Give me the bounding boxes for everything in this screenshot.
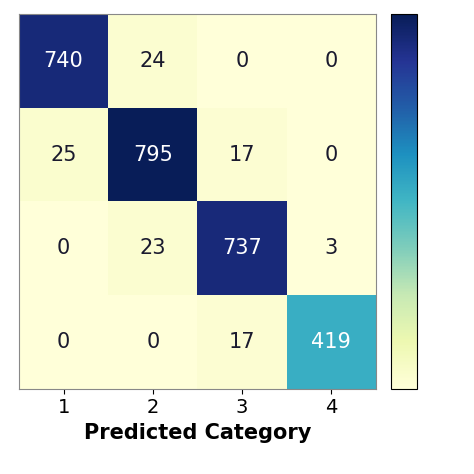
Text: 0: 0 <box>236 51 249 71</box>
X-axis label: Predicted Category: Predicted Category <box>84 423 311 443</box>
Text: 0: 0 <box>325 51 338 71</box>
Text: 0: 0 <box>57 238 70 258</box>
Text: 0: 0 <box>325 145 338 164</box>
Text: 17: 17 <box>229 332 255 352</box>
Text: 419: 419 <box>311 332 351 352</box>
Text: 17: 17 <box>229 145 255 164</box>
Text: 24: 24 <box>139 51 166 71</box>
Text: 737: 737 <box>222 238 262 258</box>
Text: 3: 3 <box>325 238 338 258</box>
Text: 0: 0 <box>57 332 70 352</box>
Text: 740: 740 <box>44 51 83 71</box>
Text: 23: 23 <box>139 238 166 258</box>
Text: 795: 795 <box>133 145 173 164</box>
Text: 25: 25 <box>50 145 77 164</box>
Text: 0: 0 <box>146 332 159 352</box>
